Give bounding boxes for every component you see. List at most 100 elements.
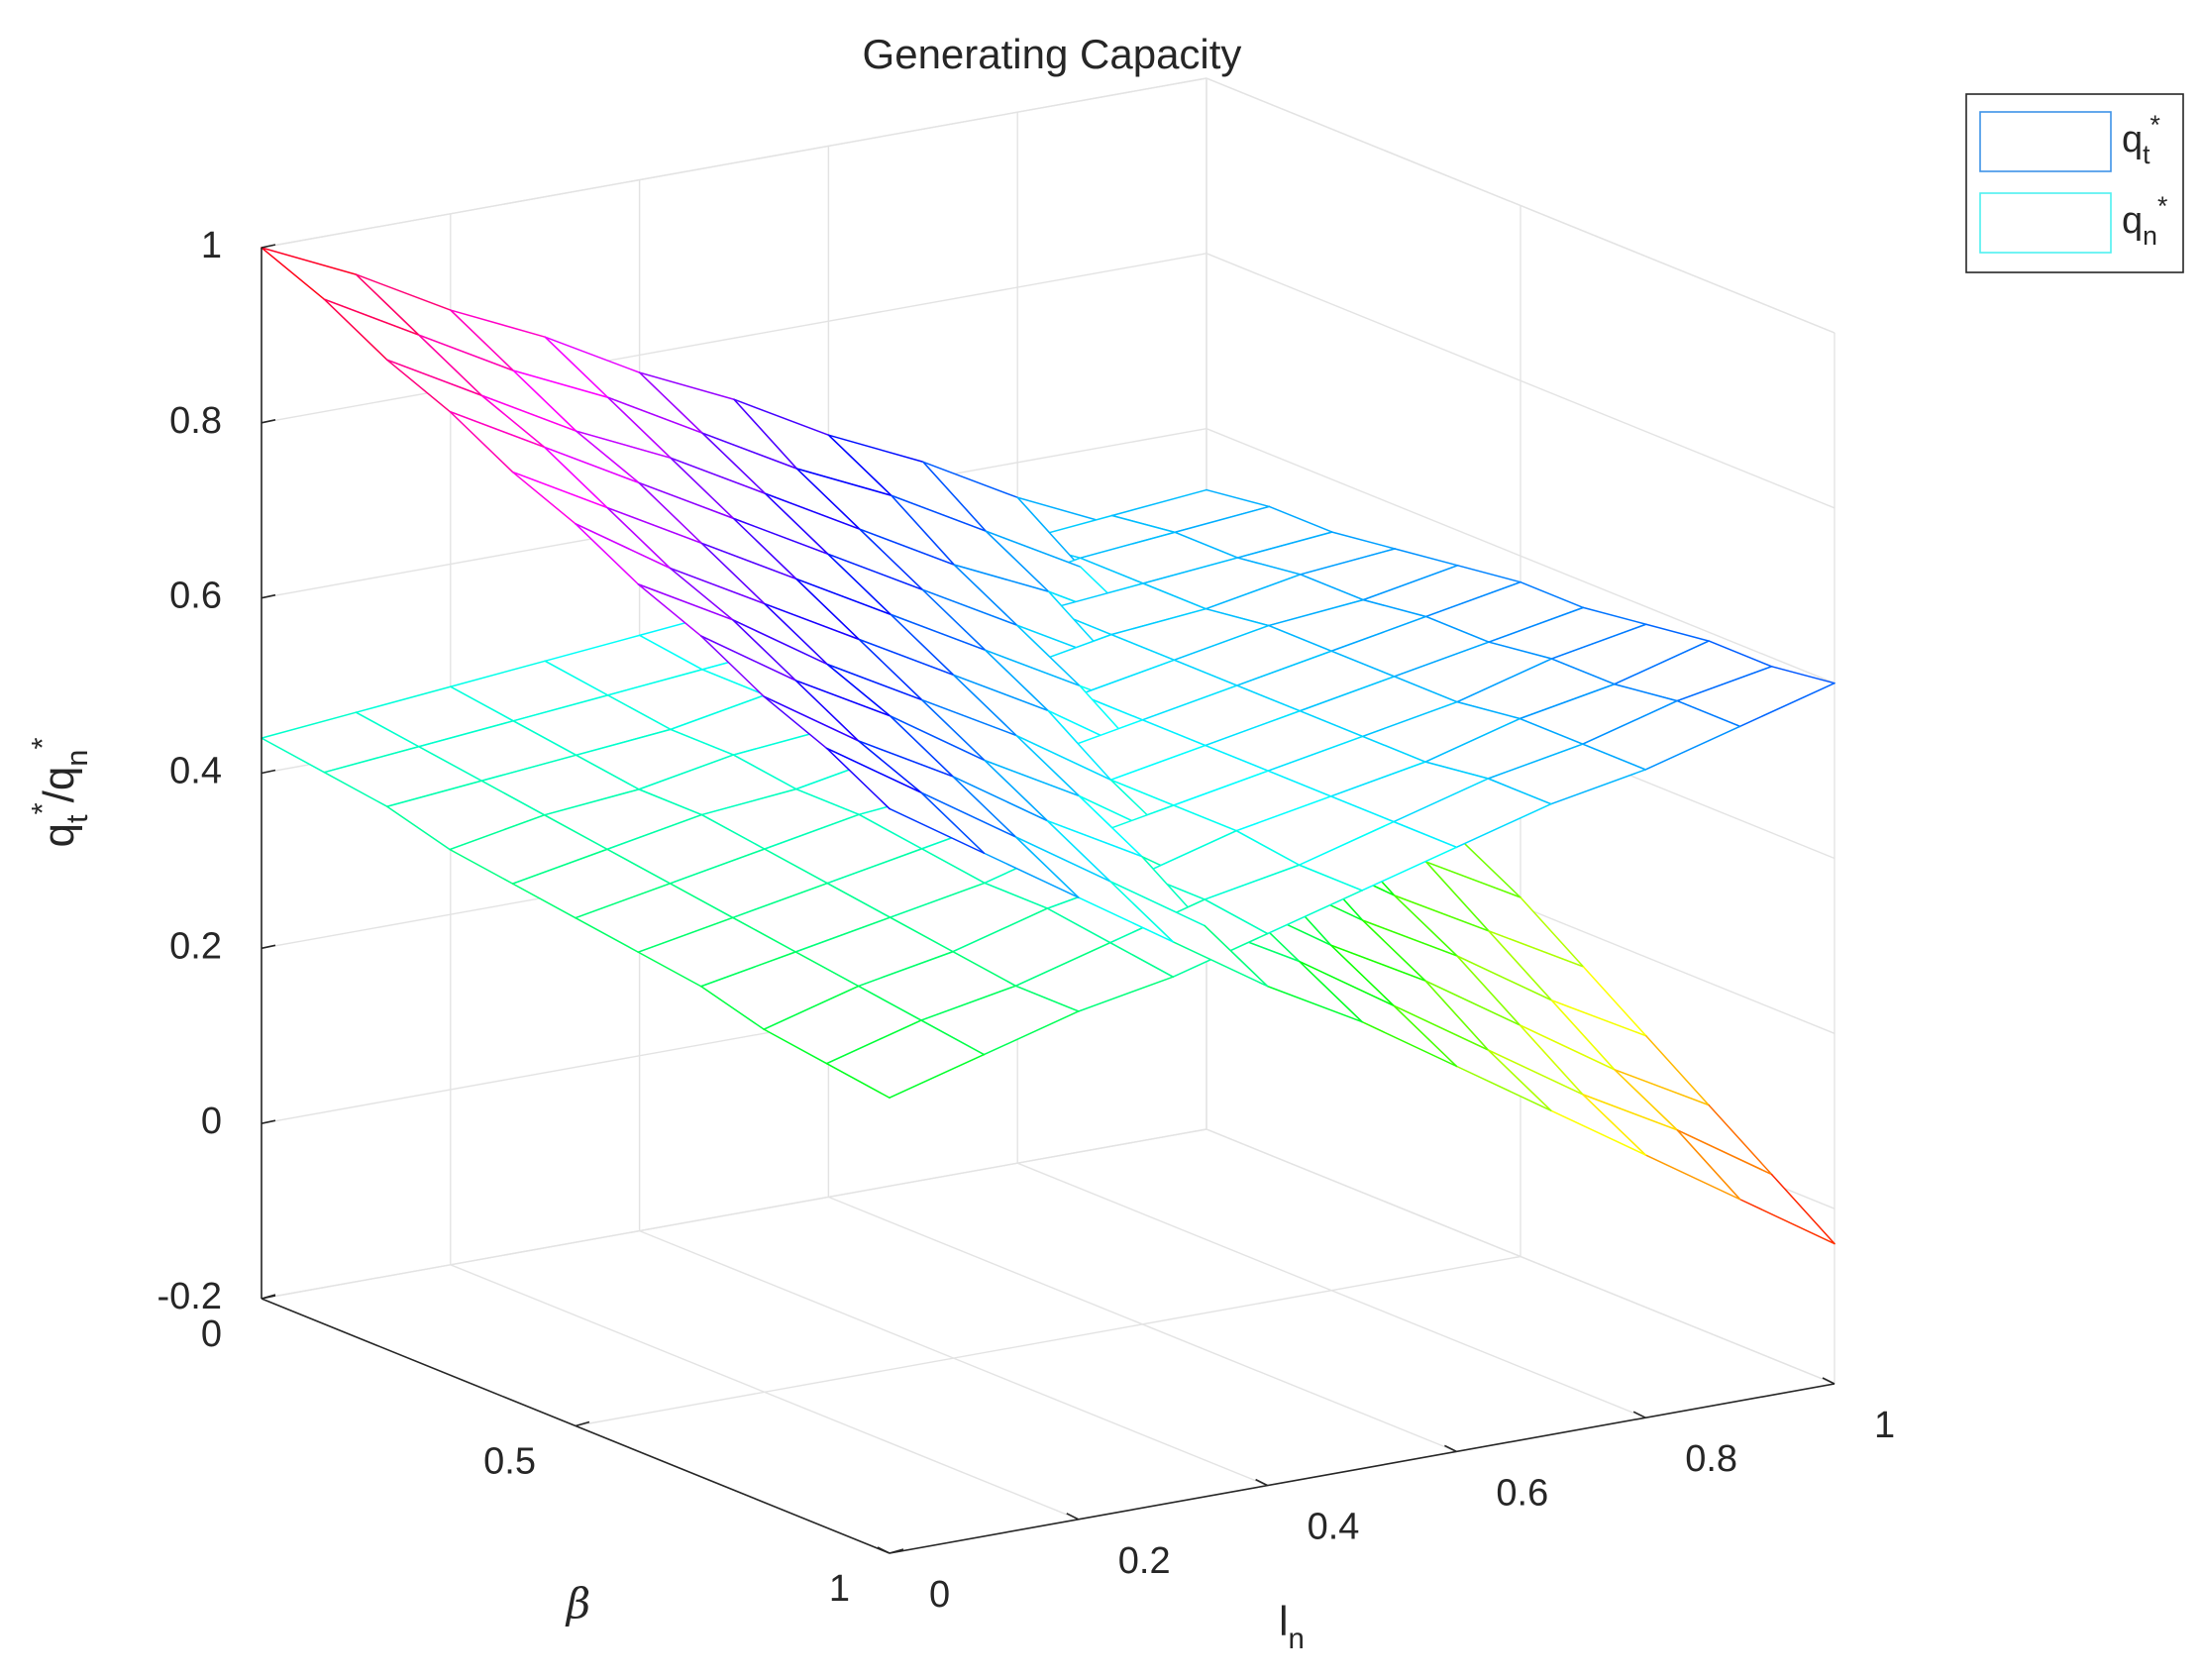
x-tick [877,1546,891,1554]
mesh-edge [1361,1020,1458,1068]
mesh-edge [985,530,1050,593]
mesh-edge [544,336,641,373]
mesh-edge [827,434,892,496]
mesh-edge [889,807,986,854]
mesh-face [1236,795,1394,866]
mesh-face [1520,1024,1678,1130]
mesh-edge [1361,919,1426,982]
mesh-edge [1267,735,1364,772]
box-edge [1206,77,1835,334]
mesh-edge [1519,682,1616,720]
mesh-edge [1078,794,1143,858]
mesh-edge [984,649,1081,687]
mesh-face [638,917,796,987]
y-tick [889,1548,904,1554]
mesh-edge [1487,778,1552,805]
mesh-face [828,435,987,532]
mesh-face [1677,666,1835,727]
mesh-edge [890,613,987,652]
mesh-face [639,372,797,470]
mesh-edge [1550,1109,1646,1156]
mesh-edge [857,985,922,1021]
mesh-face [953,675,1111,781]
mesh-face [386,781,545,850]
mesh-face [953,908,1110,987]
legend-label: qn* [2122,191,2167,251]
mesh-edge [764,602,828,666]
mesh-edge [450,660,546,687]
mesh-edge [826,663,891,717]
mesh-face [765,493,923,590]
mesh-edge [512,369,609,398]
mesh-face [450,310,608,398]
mesh-edge [544,634,641,663]
grid-line [1206,1128,1835,1385]
mesh-edge [1330,615,1427,653]
mesh-edge [1173,770,1269,806]
z-tick-label: 0.4 [169,751,222,792]
mesh-edge [1676,666,1773,702]
mesh-edge [1770,666,1835,684]
mesh-edge [606,848,672,885]
mesh-edge [1236,557,1302,576]
mesh-edge [1520,580,1585,609]
grid-line [575,1255,1521,1427]
mesh-edge [1424,615,1490,643]
mesh-face [545,337,702,434]
mesh-face [1143,558,1301,609]
mesh-edge [1614,682,1678,702]
mesh-face [701,543,860,640]
mesh-face [386,360,545,448]
mesh-edge [669,883,734,919]
mesh-edge [1046,819,1143,858]
mesh-edge [764,848,828,885]
mesh-edge [669,567,734,621]
grid-line [261,1128,1207,1300]
mesh-edge [827,434,924,464]
mesh-face [1425,718,1583,779]
mesh-face [827,848,985,918]
mesh-edge [825,1019,922,1065]
mesh-edge [1582,1094,1646,1156]
mesh-edge [826,848,923,885]
mesh-face [1111,489,1270,533]
mesh-edge [1394,548,1459,567]
mesh-edge [637,583,702,637]
mesh-face [607,814,765,884]
y-tick-label: 1 [829,1568,850,1610]
mesh-edge [701,432,767,494]
mesh-edge [826,663,923,701]
mesh-edge [637,583,734,621]
mesh-edge [418,745,482,783]
mesh-face [859,639,1016,736]
mesh-edge [1266,890,1363,935]
mesh-face [1330,945,1489,1051]
mesh-edge [732,619,796,682]
mesh-face [1551,624,1710,684]
mesh-face [1394,895,1552,1000]
y-tick [261,1294,276,1300]
mesh-face [985,760,1142,857]
mesh-edge [1362,565,1459,601]
x-tick-label: 0 [929,1574,950,1616]
mesh-edge [794,680,860,742]
mesh-face [1205,925,1362,1022]
mesh-edge [1456,836,1521,898]
mesh-face [700,951,859,1030]
mesh-face [670,849,828,918]
mesh-face [1142,685,1301,746]
mesh-edge [827,553,891,616]
legend-label: qt* [2122,110,2160,169]
mesh-edge [1109,779,1175,806]
mesh-face [796,469,955,566]
mesh-edge [449,848,514,885]
mesh-face [324,746,482,807]
mesh-edge [890,613,955,677]
mesh-face [1141,830,1300,900]
mesh-edge [1329,944,1426,982]
mesh-edge [1424,580,1521,618]
mesh-edge [700,986,765,1030]
mesh-edge [1174,505,1271,534]
mesh-edge [669,848,766,885]
mesh-edge [1331,531,1396,550]
